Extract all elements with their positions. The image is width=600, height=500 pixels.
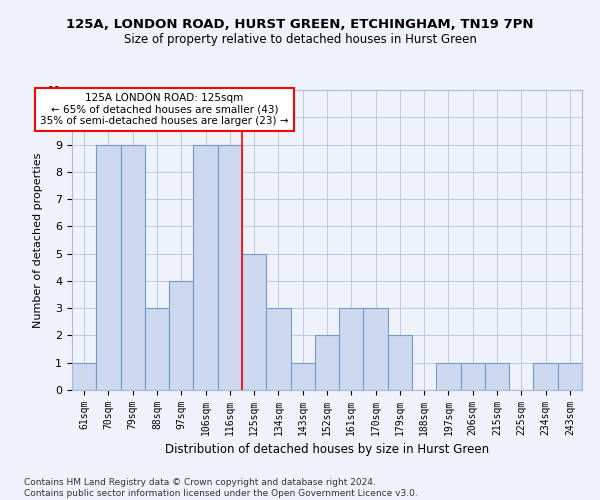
Text: 125A, LONDON ROAD, HURST GREEN, ETCHINGHAM, TN19 7PN: 125A, LONDON ROAD, HURST GREEN, ETCHINGH… bbox=[66, 18, 534, 30]
Bar bbox=[558, 362, 582, 390]
Bar bbox=[96, 144, 121, 390]
Bar bbox=[121, 144, 145, 390]
Bar bbox=[266, 308, 290, 390]
Bar bbox=[193, 144, 218, 390]
Bar bbox=[169, 281, 193, 390]
Bar bbox=[290, 362, 315, 390]
Bar bbox=[364, 308, 388, 390]
Bar bbox=[145, 308, 169, 390]
Bar bbox=[218, 144, 242, 390]
Bar bbox=[436, 362, 461, 390]
X-axis label: Distribution of detached houses by size in Hurst Green: Distribution of detached houses by size … bbox=[165, 444, 489, 456]
Bar bbox=[315, 336, 339, 390]
Text: Contains HM Land Registry data © Crown copyright and database right 2024.
Contai: Contains HM Land Registry data © Crown c… bbox=[24, 478, 418, 498]
Bar bbox=[388, 336, 412, 390]
Text: Size of property relative to detached houses in Hurst Green: Size of property relative to detached ho… bbox=[124, 32, 476, 46]
Text: 125A LONDON ROAD: 125sqm
← 65% of detached houses are smaller (43)
35% of semi-d: 125A LONDON ROAD: 125sqm ← 65% of detach… bbox=[40, 92, 289, 126]
Y-axis label: Number of detached properties: Number of detached properties bbox=[33, 152, 43, 328]
Bar bbox=[242, 254, 266, 390]
Bar bbox=[461, 362, 485, 390]
Bar bbox=[485, 362, 509, 390]
Bar bbox=[339, 308, 364, 390]
Bar bbox=[533, 362, 558, 390]
Bar bbox=[72, 362, 96, 390]
